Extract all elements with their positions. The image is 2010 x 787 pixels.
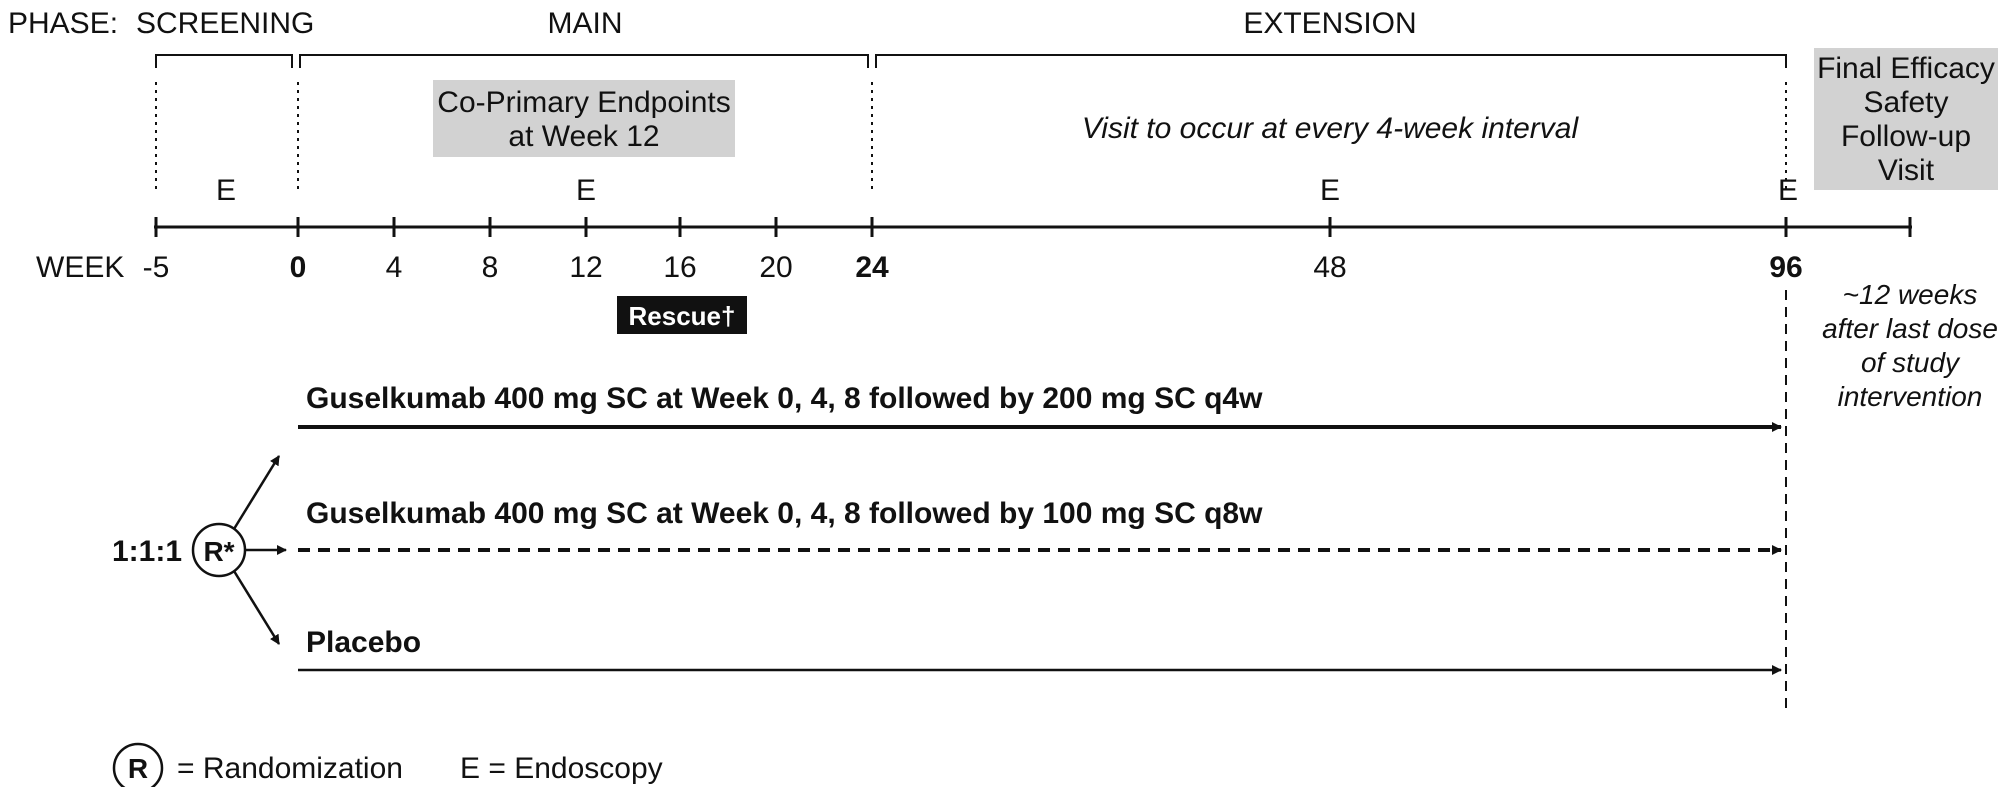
legend-r-letter: R (128, 753, 148, 784)
randomization-arrow-down (232, 570, 281, 645)
followup-note-line-1: ~12 weeks (1843, 279, 1978, 310)
final-visit-line-2: Safety (1863, 86, 1948, 119)
randomization-symbol: R* (203, 536, 234, 567)
week-tick-0: 0 (290, 251, 307, 284)
co-primary-box (433, 80, 735, 157)
legend-endoscopy-text: E = Endoscopy (460, 752, 663, 785)
randomization-node (191, 522, 247, 578)
endoscopy-marker-week-96: E (1778, 174, 1798, 207)
week-tick-4: 4 (386, 251, 403, 284)
legend-randomization-symbol (112, 742, 164, 787)
final-visit-line-3: Follow-up (1841, 120, 1971, 153)
phase-extension: EXTENSION (1243, 7, 1416, 40)
bracket-extension (875, 54, 1787, 68)
followup-note-line-3: of study (1861, 347, 1961, 378)
arm-1-label: Guselkumab 400 mg SC at Week 0, 4, 8 fol… (306, 382, 1263, 415)
extension-note: Visit to occur at every 4-week interval (1082, 112, 1580, 145)
timeline-ticks (154, 217, 1912, 237)
arm-3-label: Placebo (306, 626, 421, 659)
followup-note-line-4: intervention (1838, 381, 1983, 412)
week-tick-48: 48 (1313, 251, 1346, 284)
rescue-label: Rescue† (629, 301, 736, 331)
final-visit-line-4: Visit (1878, 154, 1935, 187)
endoscopy-marker-screening: E (216, 174, 236, 207)
week-tick-96: 96 (1769, 251, 1802, 284)
bracket-screening (155, 54, 293, 68)
week-tick-12: 12 (569, 251, 602, 284)
followup-note-line-2: after last dose (1822, 313, 1998, 344)
legend-randomization-text: = Randomization (177, 752, 403, 785)
week-tick-20: 20 (759, 251, 792, 284)
randomization-arrow-up (232, 455, 281, 530)
endoscopy-marker-week-48: E (1320, 174, 1340, 207)
week-tick-8: 8 (482, 251, 499, 284)
week-axis-label: WEEK (36, 251, 124, 284)
week-tick-minus5: -5 (143, 251, 170, 284)
phase-main: MAIN (548, 7, 623, 40)
co-primary-line-1: Co-Primary Endpoints (437, 86, 730, 119)
co-primary-line-2: at Week 12 (508, 120, 659, 153)
rescue-box (617, 296, 747, 334)
final-visit-box (1814, 48, 1998, 190)
arm-2-label: Guselkumab 400 mg SC at Week 0, 4, 8 fol… (306, 497, 1263, 530)
endoscopy-marker-week-12: E (576, 174, 596, 207)
final-visit-line-1: Final Efficacy (1817, 52, 1995, 85)
bracket-main (299, 54, 869, 68)
phase-label: PHASE: (8, 7, 118, 40)
week-tick-24: 24 (855, 251, 889, 284)
week-tick-16: 16 (663, 251, 696, 284)
phase-screening: SCREENING (136, 7, 314, 40)
randomization-ratio: 1:1:1 (112, 535, 182, 568)
phase-dividers (155, 82, 1787, 192)
